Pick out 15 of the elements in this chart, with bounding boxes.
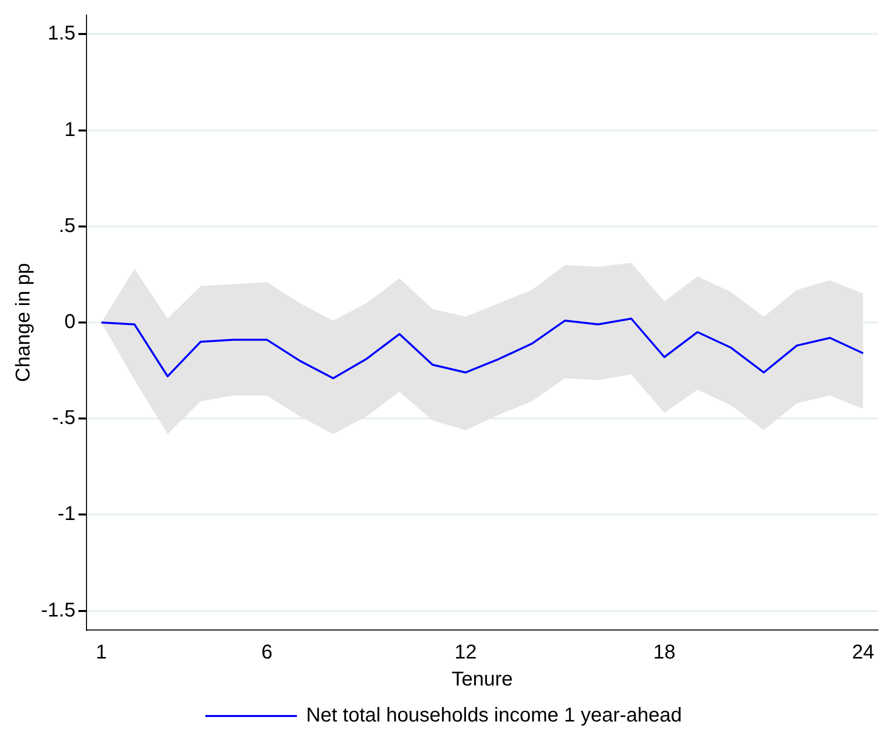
x-tick-label: 1 bbox=[96, 642, 107, 664]
x-tick-label: 24 bbox=[852, 642, 874, 664]
y-axis-title: Change in pp bbox=[12, 263, 35, 382]
y-tick-label: 0 bbox=[64, 311, 76, 334]
y-tick-label: 1 bbox=[64, 118, 76, 141]
y-tick-label: .5 bbox=[58, 214, 76, 237]
y-tick-label: 1.5 bbox=[48, 22, 76, 45]
y-tick-label: -1 bbox=[58, 503, 76, 526]
x-axis-title: Tenure bbox=[452, 668, 513, 691]
legend-label: Net total households income 1 year-ahead bbox=[306, 704, 682, 727]
x-tick-label: 18 bbox=[653, 642, 676, 664]
y-tick-label: -1.5 bbox=[40, 599, 76, 622]
y-tick-label: -.5 bbox=[52, 407, 76, 430]
x-tick-label: 6 bbox=[261, 642, 273, 664]
x-tick-label: 12 bbox=[454, 642, 477, 664]
